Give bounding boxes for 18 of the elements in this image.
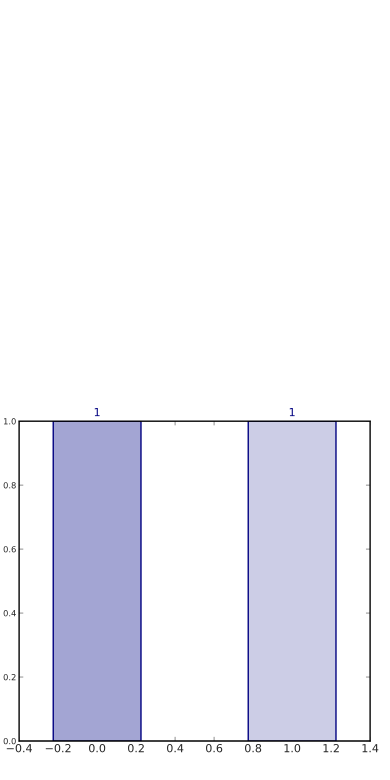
x-tick-label: 0.0 xyxy=(89,744,106,752)
y-tick-label: 0.6 xyxy=(4,546,16,552)
y-tick-label: 0.8 xyxy=(4,482,16,488)
y-tick-label: 0.4 xyxy=(4,610,16,616)
data-label: 1 xyxy=(94,408,100,416)
y-tick-label: 0.2 xyxy=(4,674,16,680)
x-tick-label: 1.4 xyxy=(362,744,378,752)
y-tick-label: 0.0 xyxy=(4,738,16,744)
x-tick-label: 0.8 xyxy=(245,744,262,752)
x-tick-label: 0.6 xyxy=(206,744,222,752)
x-tick-label: 0.4 xyxy=(167,744,184,752)
x-tick-label: −0.4 xyxy=(6,744,32,752)
data-label: 1 xyxy=(290,408,295,416)
x-tick-label: 0.2 xyxy=(128,744,144,752)
y-tick-label: 1.0 xyxy=(4,418,16,424)
x-tick-label: −0.2 xyxy=(46,744,70,752)
x-tick-label: 1.2 xyxy=(323,744,339,752)
x-tick-label: 1.0 xyxy=(284,744,300,752)
